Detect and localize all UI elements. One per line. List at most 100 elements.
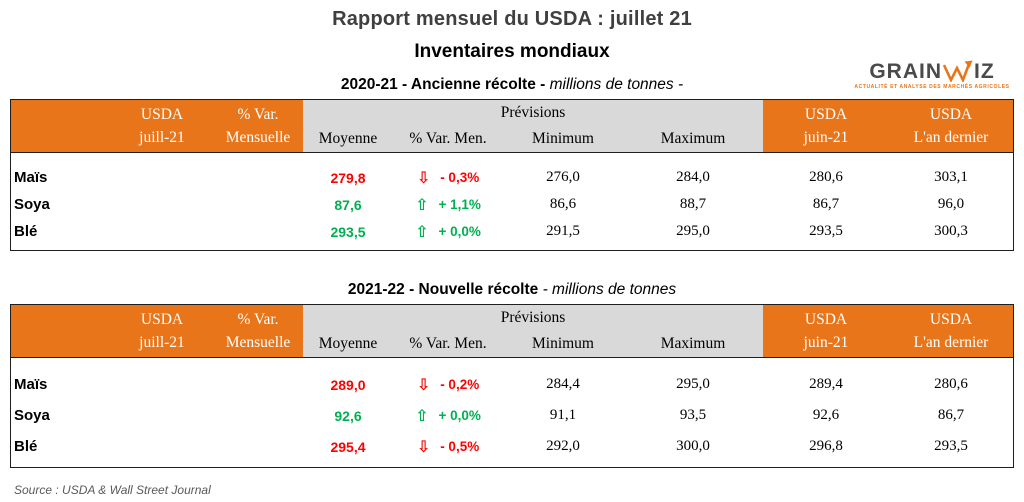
cell-var-men: + 0,0%: [393, 224, 503, 240]
var-value: - 0,3%: [440, 170, 480, 185]
table2-header: USDA juill-21 % Var. Mensuelle Prévision…: [11, 305, 1013, 358]
cell-usda-juin: 289,4: [809, 376, 843, 392]
header-usda-label: USDA: [140, 105, 184, 123]
cell-var-men: - 0,3%: [393, 170, 503, 186]
table-row-mais: Maïs 289,0 - 0,2% 284,4 295,0 289,4 280,…: [11, 369, 1013, 400]
header-var-mensuelle: % Var. Mensuelle: [213, 305, 303, 357]
header-moyenne: Moyenne: [303, 126, 393, 152]
header-juin-label: juin-21: [803, 333, 849, 351]
header-mensuelle-label: Mensuelle: [225, 333, 291, 351]
table2-title-italic: - millions de tonnes: [538, 281, 677, 298]
var-value: - 0,5%: [440, 439, 480, 454]
logo-text-grain: GRAIN: [869, 60, 942, 83]
cell-moyenne: 295,4: [330, 438, 366, 455]
trend-arrow-icon: [417, 439, 430, 455]
row-label: Blé: [14, 223, 38, 240]
cell-usda-juin: 296,8: [809, 438, 843, 454]
cell-maximum: 88,7: [679, 196, 707, 212]
header-corner: [11, 305, 111, 357]
cell-usda-lan-dernier: 300,3: [934, 223, 968, 239]
table-row-soya: Soya 92,6 + 0,0% 91,1 93,5 92,6 86,7: [11, 400, 1013, 431]
header-maximum: Maximum: [623, 126, 763, 152]
header-var-men: % Var. Men.: [393, 331, 503, 357]
row-label: Maïs: [14, 169, 48, 186]
var-value: + 1,1%: [438, 197, 481, 212]
table2-title-bold: 2021-22 - Nouvelle récolte: [347, 281, 539, 298]
cell-usda-juin: 86,7: [812, 196, 840, 212]
row-label: Soya: [14, 196, 50, 213]
source-caption: Source : USDA & Wall Street Journal: [14, 483, 211, 497]
table1-title-bold: 2020-21 - Ancienne récolte -: [340, 76, 546, 93]
cell-usda-juin: 293,5: [809, 223, 843, 239]
header-var-men: % Var. Men.: [393, 126, 503, 152]
header-var-mensuelle: % Var. Mensuelle: [213, 100, 303, 152]
cell-minimum: 91,1: [549, 407, 577, 423]
trend-arrow-icon: [415, 224, 428, 240]
logo-wordmark: GRAIN IZ: [848, 60, 1016, 82]
table-row-soya: Soya 87,6 + 1,1% 86,6 88,7 86,7 96,0: [11, 191, 1013, 218]
row-label: Soya: [14, 407, 50, 424]
table1-header: USDA juill-21 % Var. Mensuelle Prévision…: [11, 100, 1013, 153]
row-label: Blé: [14, 438, 38, 455]
header-usda-lan-dernier: USDA L'an dernier: [889, 305, 1013, 357]
header-maximum: Maximum: [623, 331, 763, 357]
header-usda-juin: USDA juin-21: [763, 100, 889, 152]
cell-minimum: 292,0: [546, 438, 580, 454]
cell-moyenne: 289,0: [330, 376, 366, 393]
header-usda-juill: USDA juill-21: [111, 100, 213, 152]
header-previsions: Prévisions: [303, 100, 763, 126]
cell-usda-juin: 92,6: [812, 407, 840, 423]
header-minimum: Minimum: [503, 331, 623, 357]
cell-usda-lan-dernier: 293,5: [934, 438, 968, 454]
header-usda-label: USDA: [804, 310, 848, 328]
trend-arrow-icon: [415, 197, 428, 213]
header-lan-label: L'an dernier: [913, 333, 989, 351]
table-row-ble: Blé 295,4 - 0,5% 292,0 300,0 296,8 293,5: [11, 431, 1013, 462]
table2-title: 2021-22 - Nouvelle récolte - millions de…: [0, 281, 1024, 299]
header-moyenne: Moyenne: [303, 331, 393, 357]
header-previsions: Prévisions: [303, 305, 763, 331]
logo-tagline: ACTUALITÉ ET ANALYSE DES MARCHÉS AGRICOL…: [854, 84, 1010, 90]
cell-var-men: - 0,2%: [393, 377, 503, 393]
cell-maximum: 284,0: [676, 169, 710, 185]
row-label: Maïs: [14, 376, 48, 393]
table-row-mais: Maïs 279,8 - 0,3% 276,0 284,0 280,6 303,…: [11, 164, 1013, 191]
table-nouvelle-recolte: USDA juill-21 % Var. Mensuelle Prévision…: [10, 304, 1014, 468]
cell-usda-lan-dernier: 280,6: [934, 376, 968, 392]
trend-arrow-icon: [417, 170, 430, 186]
var-value: + 0,0%: [438, 408, 481, 423]
cell-var-men: - 0,5%: [393, 439, 503, 455]
cell-moyenne: 92,6: [334, 407, 362, 424]
page-subtitle: Inventaires mondiaux: [414, 41, 610, 62]
trend-arrow-icon: [417, 377, 430, 393]
cell-maximum: 300,0: [676, 438, 710, 454]
header-usda-label: USDA: [804, 105, 848, 123]
cell-maximum: 93,5: [679, 407, 707, 423]
header-juill-label: juill-21: [139, 333, 185, 351]
cell-minimum: 86,6: [549, 196, 577, 212]
logo-w-zigzag-icon: [943, 60, 973, 82]
cell-minimum: 276,0: [546, 169, 580, 185]
grainwiz-logo: GRAIN IZ ACTUALITÉ ET ANALYSE DES MARCHÉ…: [848, 60, 1016, 90]
header-usda-juill: USDA juill-21: [111, 305, 213, 357]
trend-arrow-icon: [415, 408, 428, 424]
cell-maximum: 295,0: [676, 223, 710, 239]
table2-body: Maïs 289,0 - 0,2% 284,4 295,0 289,4 280,…: [11, 358, 1013, 467]
cell-maximum: 295,0: [676, 376, 710, 392]
page-title: Rapport mensuel du USDA : juillet 21: [332, 8, 692, 30]
header-usda-label: USDA: [929, 310, 973, 328]
cell-moyenne: 87,6: [334, 196, 362, 213]
table-row-ble: Blé 293,5 + 0,0% 291,5 295,0 293,5 300,3: [11, 218, 1013, 245]
cell-usda-lan-dernier: 303,1: [934, 169, 968, 185]
table1-body: Maïs 279,8 - 0,3% 276,0 284,0 280,6 303,…: [11, 153, 1013, 250]
logo-text-iz: IZ: [974, 60, 995, 83]
table1-title-italic: millions de tonnes -: [545, 76, 684, 93]
cell-usda-lan-dernier: 86,7: [937, 407, 965, 423]
header-var-label: % Var.: [237, 310, 279, 328]
header-usda-label: USDA: [929, 105, 973, 123]
cell-moyenne: 293,5: [330, 223, 366, 240]
cell-var-men: + 1,1%: [393, 197, 503, 213]
header-juill-label: juill-21: [139, 128, 185, 146]
cell-usda-juin: 280,6: [809, 169, 843, 185]
table1-title: 2020-21 - Ancienne récolte - millions de…: [0, 76, 1024, 94]
